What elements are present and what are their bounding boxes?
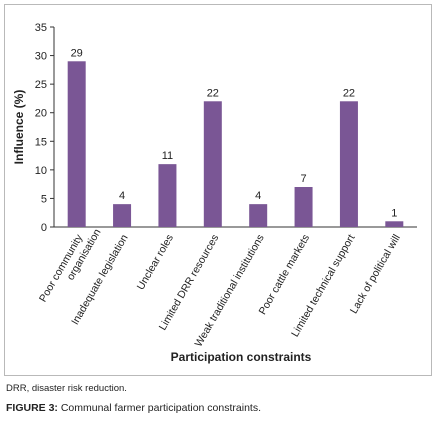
- bar-value-label: 1: [391, 207, 397, 219]
- bar: [67, 61, 86, 228]
- bar: [113, 204, 132, 227]
- x-axis-title: Participation constraints: [171, 350, 312, 364]
- y-tick-label: 10: [35, 165, 47, 177]
- bar: [158, 164, 177, 227]
- bar-value-label: 22: [343, 87, 355, 99]
- bar-value-label: 29: [71, 47, 83, 59]
- x-tick-label: Poor cattle markets: [257, 233, 313, 317]
- y-tick-label: 20: [35, 108, 47, 120]
- bar: [385, 221, 404, 227]
- bar: [294, 187, 313, 227]
- bar-value-label: 4: [119, 190, 125, 202]
- value-labels: 29 4 11 22 4 7 22 1: [71, 47, 398, 219]
- bar: [203, 101, 222, 227]
- x-tick-label: Lack of political will: [348, 233, 403, 316]
- y-tick-label: 0: [41, 222, 47, 234]
- figure-frame: 0 5 10 15 20 25 30 35 29 4 11 22 4 7 22 1 Poor communi…: [4, 4, 432, 376]
- figure-caption: FIGURE 3: Communal farmer participation …: [6, 402, 261, 414]
- y-axis: 0 5 10 15 20 25 30 35: [35, 22, 417, 234]
- bar-value-label: 4: [255, 190, 261, 202]
- caption-note: DRR, disaster risk reduction.: [6, 383, 127, 394]
- y-tick-label: 5: [41, 193, 47, 205]
- y-tick-label: 30: [35, 51, 47, 63]
- y-axis-title: Influence (%): [12, 90, 26, 165]
- bar: [339, 101, 358, 227]
- bar: [249, 204, 268, 227]
- bar-value-label: 11: [162, 150, 173, 162]
- y-tick-label: 15: [35, 136, 47, 148]
- x-tick-label: Unclear roles: [135, 233, 176, 293]
- bar-chart: 0 5 10 15 20 25 30 35 29 4 11 22 4 7 22 1 Poor communi…: [12, 22, 417, 364]
- bar-value-label: 7: [301, 173, 307, 185]
- y-tick-label: 35: [35, 22, 47, 34]
- figure-caption-text: Communal farmer participation constraint…: [57, 402, 262, 414]
- figure-caption-label: FIGURE 3:: [6, 402, 58, 414]
- bars: [67, 61, 404, 228]
- y-tick-label: 25: [35, 79, 47, 91]
- bar-value-label: 22: [207, 87, 219, 99]
